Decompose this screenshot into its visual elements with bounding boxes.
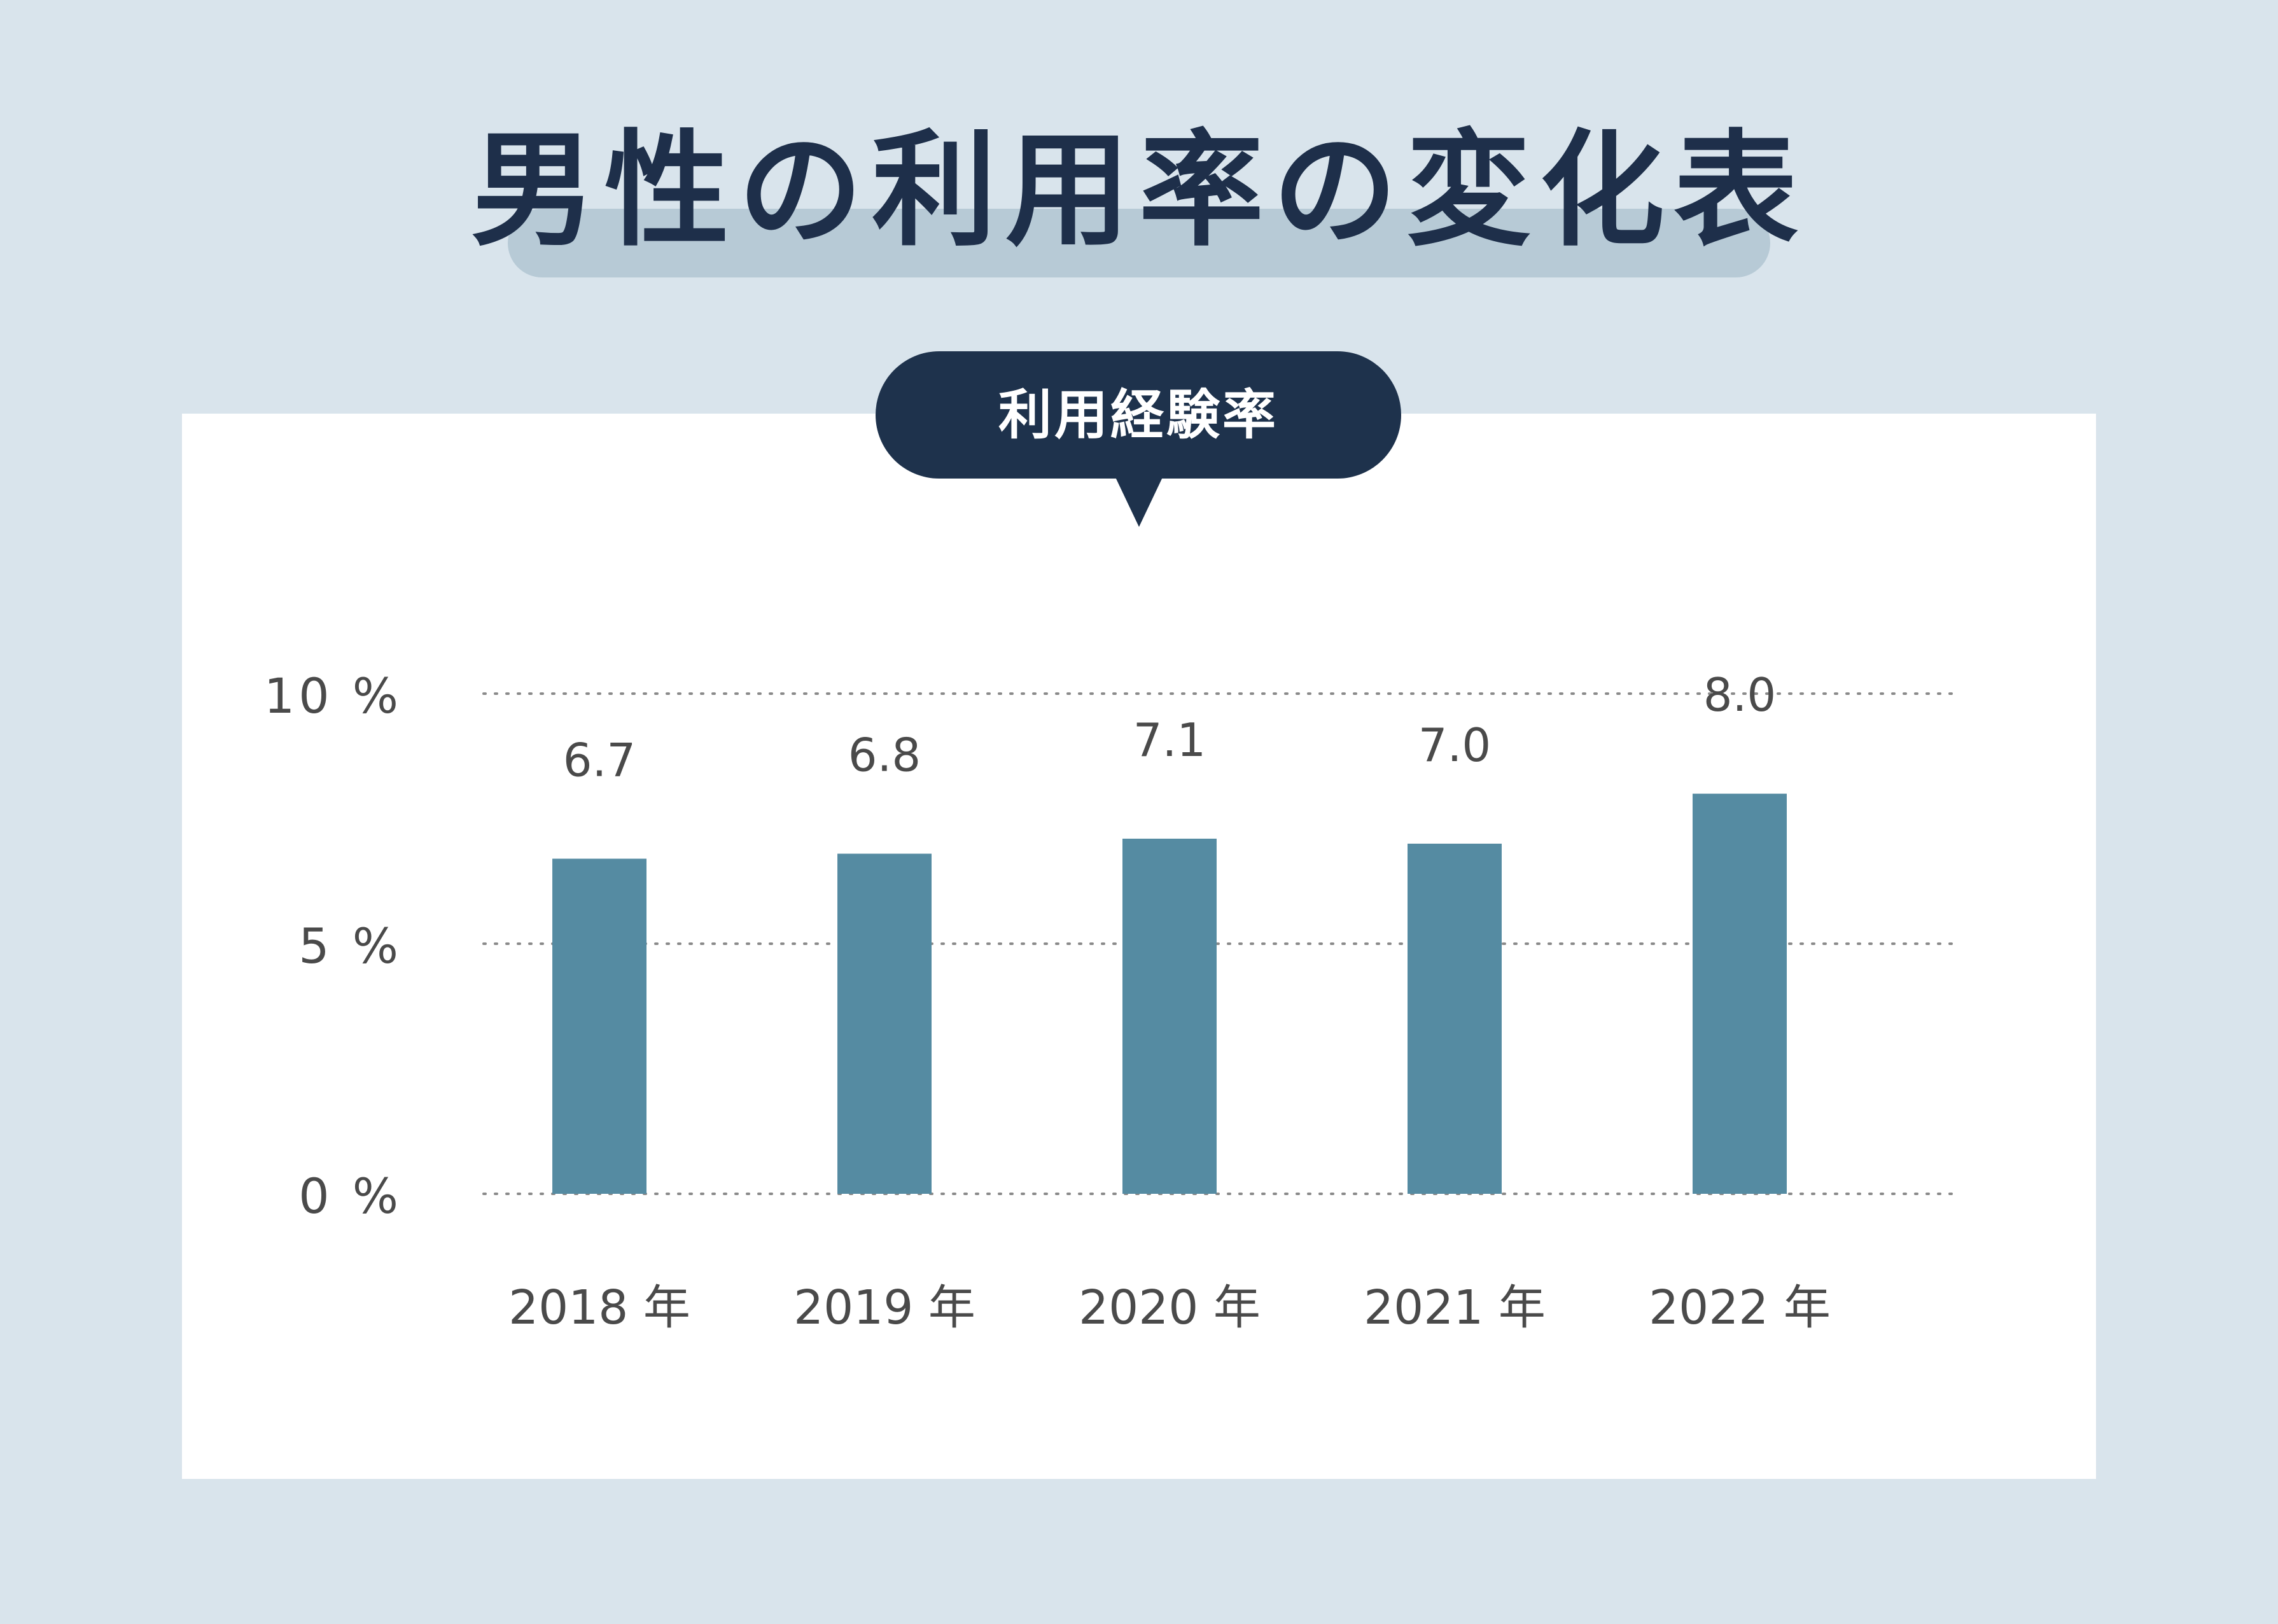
data-label: 8.0 xyxy=(1703,668,1777,722)
data-label: 7.1 xyxy=(1133,713,1206,767)
data-label: 6.7 xyxy=(563,733,636,787)
page-title: 男性の利用率の変化表 xyxy=(470,118,1807,263)
x-tick-label: 2022 年 xyxy=(1649,1280,1831,1335)
y-tick-label: 0 % xyxy=(298,1168,402,1224)
x-tick-label: 2019 年 xyxy=(793,1280,975,1335)
bar-2 xyxy=(837,853,932,1194)
bar-3 xyxy=(1122,838,1217,1194)
bar-1 xyxy=(552,858,646,1194)
bar-5 xyxy=(1693,794,1787,1194)
chart-badge: 利用経験率 xyxy=(876,351,1401,479)
chart-badge-pointer xyxy=(1115,476,1163,527)
x-tick-label: 2018 年 xyxy=(508,1280,690,1335)
data-label: 7.0 xyxy=(1418,718,1492,772)
title-highlight-band xyxy=(508,209,1770,277)
bar-4 xyxy=(1408,843,1502,1194)
x-tick-label: 2021 年 xyxy=(1364,1280,1546,1335)
x-tick-label: 2020 年 xyxy=(1079,1280,1261,1335)
data-label: 6.8 xyxy=(848,729,921,782)
y-tick-label: 10 % xyxy=(264,668,402,724)
y-tick-label: 5 % xyxy=(298,918,402,974)
